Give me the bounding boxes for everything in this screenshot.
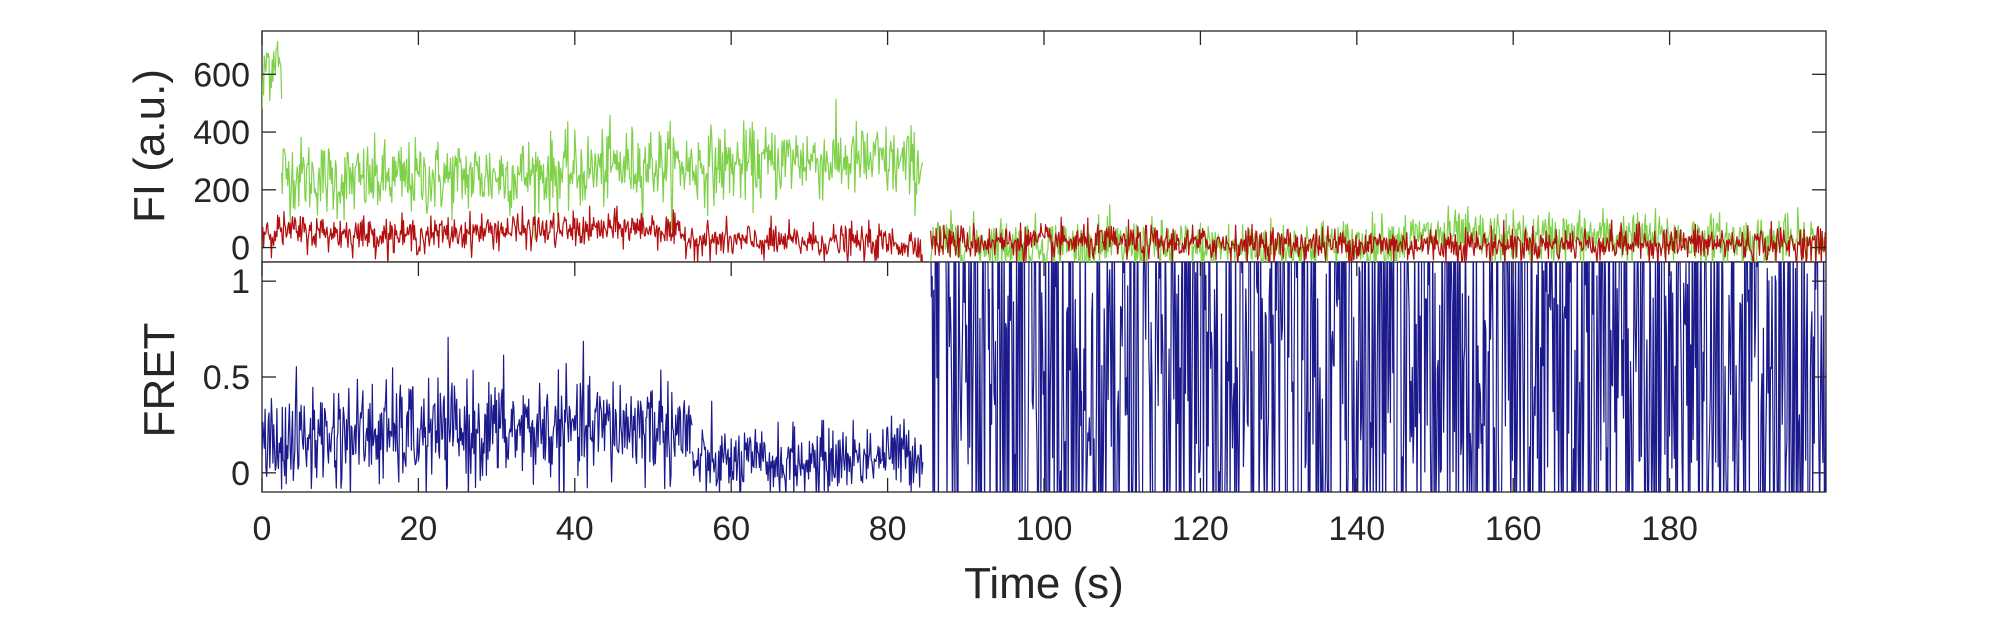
bottom-traces [262,262,1826,492]
x-tick-label: 80 [869,510,907,548]
x-tick-label: 160 [1485,510,1542,548]
top-traces [262,40,1826,262]
x-tick-label: 60 [712,510,750,548]
x-tick-label: 120 [1172,510,1229,548]
bottom-x-ticks: 0 20 40 60 80 100 120 140 160 180 [253,31,1698,548]
top-y-tick-label: 400 [193,114,250,152]
x-tick-label: 140 [1328,510,1385,548]
series-0-segment-1-line [281,98,924,240]
x-tick-label: 180 [1641,510,1698,548]
x-tick-label: 0 [253,510,272,548]
x-tick-label: 100 [1016,510,1073,548]
bottom-y-tick-label: 0.5 [203,359,250,397]
series-1-segment-1-line [930,216,1826,262]
bottom-y-axis-label: FRET [135,323,184,438]
series-0-segment-2-line [930,262,1826,492]
bottom-y-ticks: 00.51 [203,263,1826,493]
top-y-tick-label: 600 [193,56,250,94]
x-axis-label: Time (s) [964,559,1124,608]
top-y-ticks: 0 200 400 600 [193,56,1826,268]
bottom-y-tick-label: 1 [231,263,250,301]
x-tick-label: 40 [556,510,594,548]
series-0-segment-0-line [262,336,693,492]
top-y-tick-label: 0 [231,230,250,268]
series-0-segment-1-line [691,400,924,492]
top-y-tick-label: 200 [193,172,250,210]
x-tick-label: 20 [399,510,437,548]
series-1-segment-0-line [262,205,923,262]
series-0-segment-0-line [262,40,283,109]
top-y-axis-label: FI (a.u.) [125,69,174,223]
bottom-y-tick-label: 0 [231,455,250,493]
